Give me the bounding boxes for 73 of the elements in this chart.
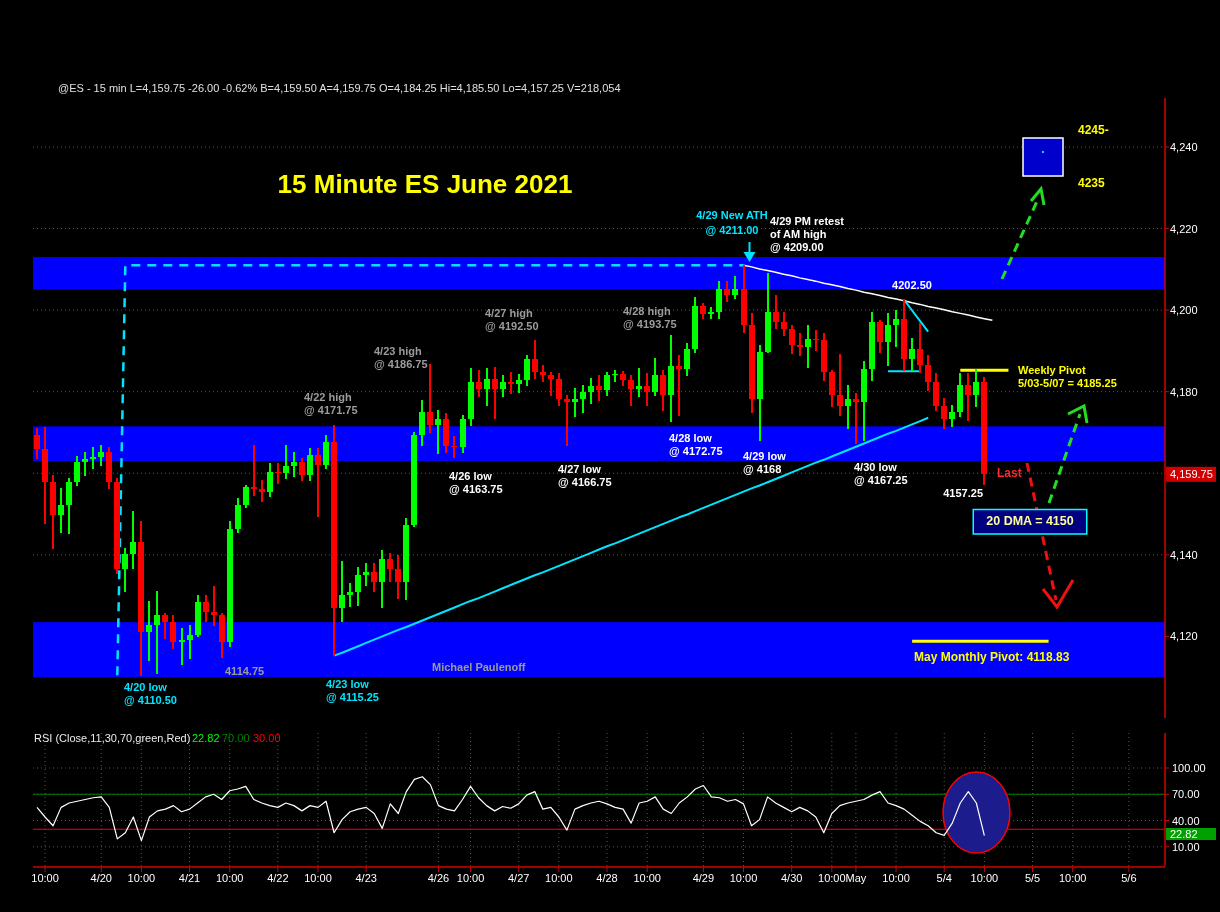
annotation: 4/20 low @ 4110.50 [124,681,177,707]
y-tick-label: 10.00 [1172,840,1200,853]
annotation: May Monthly Pivot: 4118.83 [914,650,1070,665]
ref-line-label: 70.00 [222,732,250,744]
y-tick-label: 4,140 [1170,548,1198,561]
x-tick-label: 10:00 [729,872,758,884]
candlestick [564,394,570,447]
x-tick-label: 10:00 [882,872,910,884]
annotation: Last [997,466,1022,481]
annotation: 4235 [1078,176,1106,190]
x-tick-label: 10:00 [127,872,156,884]
x-tick-label: 5/6 [1121,872,1137,884]
annotation: 4/23 low @ 4115.25 [326,677,379,703]
annotation: 4245- [1078,123,1109,137]
annotation: 4157.25 [943,486,983,499]
annotation: 4/23 high @ 4186.75 [374,345,428,371]
annotation: 4114.75 [225,664,265,677]
x-tick-label: 4/26 [427,872,450,884]
text: 4,159.75 [1170,468,1213,481]
annotation: 4/28 low @ 4172.75 [669,432,723,458]
x-tick-label: May [845,872,867,884]
chart-title: RSI (Close,11,30,70,green,Red) [34,732,191,744]
x-tick-label: 10:00 [1058,872,1087,884]
x-tick-label: 10:00 [970,872,999,884]
x-tick-label: 5/5 [1024,872,1041,884]
annotation: 20 DMA = 4150 [986,514,1074,528]
annotation: 22.82 [192,732,220,744]
y-tick-label: 70.00 [1172,788,1200,801]
x-tick-label: 4/30 [780,872,803,884]
y-tick-label: 4,200 [1170,304,1198,317]
y-tick-label: 4,120 [1170,630,1198,643]
x-tick-label: 4/29 [692,872,715,884]
annotation: 4/29 PM retest of AM high @ 4209.00 [770,215,845,254]
x-tick-label: 10:00 [818,872,846,884]
chart-subtitle: @ES - 15 min L=4,159.75 -26.00 -0.62% B=4,159.50 A=4,159.75 O=4,184.25 Hi=4,185.50 Lo=4,157.25 V=218,054 [58,82,621,94]
annotation: 4/29 low @ 4168 [743,449,787,475]
annotation: 4202.50 [892,278,932,291]
y-tick-label: 4,180 [1170,385,1198,398]
x-tick-label: 4/23 [355,872,377,884]
candlestick [572,388,578,418]
annotation: 4/27 high @ 4192.50 [485,306,539,332]
text: 15 Minute ES June 2021 [277,169,573,199]
x-tick-label: 10:00 [456,872,485,884]
x-tick-label: 10:00 [633,872,661,884]
text: 22.82 [1170,828,1198,840]
annotation: 4/27 low @ 4166.75 [558,462,612,488]
annotation: Weekly Pivot 5/03-5/07 = 4185.25 [1018,364,1117,390]
x-tick-label: 10:00 [545,872,573,884]
line-series [36,776,985,842]
candlestick [211,586,217,626]
ref-line-label: 30.00 [253,732,281,744]
x-tick-label: 4/20 [90,872,112,884]
candlestick [853,393,859,445]
y-tick-label: 4,220 [1170,222,1198,235]
x-tick-label: 4/22 [267,872,289,884]
annotation: 4/26 low @ 4163.75 [449,469,503,495]
annotation: 4/29 New ATH @ 4211.00 [696,209,768,237]
annotation: 4/28 high @ 4193.75 [623,304,677,330]
line-series [903,298,930,333]
x-tick-label: 4/27 [508,872,530,884]
y-tick-label: 4,240 [1170,140,1198,153]
x-tick-label: 10:00 [304,872,332,884]
y-tick-label: 100.00 [1172,762,1206,774]
x-tick-label: 10:00 [31,872,59,884]
x-tick-label: 4/21 [178,872,201,884]
x-tick-label: 10:00 [215,872,244,884]
x-tick-label: 5/4 [936,872,952,884]
y-tick-label: 40.00 [1172,814,1200,827]
annotation: Michael Paulenoff [432,661,526,673]
annotation: 4/30 low @ 4167.25 [854,460,908,486]
annotation: 4/22 high @ 4171.75 [304,391,358,417]
x-tick-label: 4/28 [596,872,618,884]
line-series [742,264,994,322]
